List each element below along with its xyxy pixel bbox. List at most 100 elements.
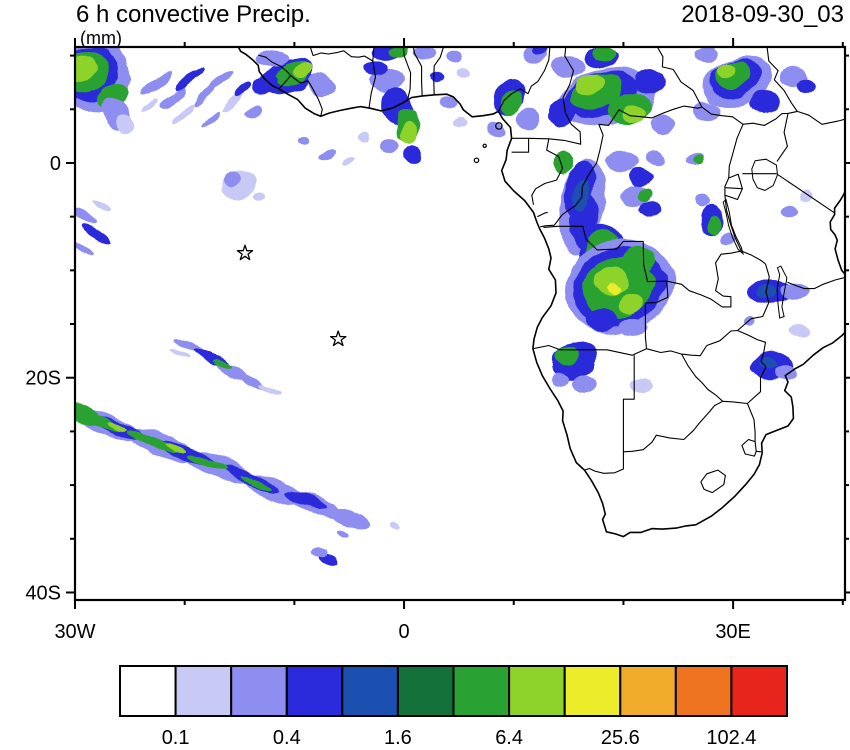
precip-cell: [392, 47, 410, 57]
precip-cell: [186, 453, 228, 472]
precip-cell: [444, 49, 463, 62]
country-border: [681, 353, 724, 402]
map-frame: [73, 45, 847, 602]
colorbar-label: 0.4: [273, 727, 301, 749]
country-border: [531, 138, 564, 205]
lake-outline: [722, 198, 744, 256]
colorbar-box: [674, 665, 733, 717]
precip-cell: [282, 490, 328, 511]
country-border: [258, 54, 323, 117]
country-border: [309, 47, 314, 56]
x-axis-label: 30W: [54, 621, 95, 643]
country-border: [644, 281, 682, 355]
precip-cell: [621, 294, 644, 312]
lake-outline: [751, 158, 779, 191]
star-marker: [236, 244, 254, 261]
precip-cell: [501, 91, 522, 115]
precip-cell: [628, 378, 651, 394]
x-axis-label: 0: [398, 621, 409, 643]
country-border: [433, 47, 445, 95]
colorbar-box: [730, 665, 789, 717]
x-axis-label: 30E: [715, 621, 751, 643]
precip-cell: [796, 79, 815, 95]
country-border: [537, 211, 548, 218]
precip-cell: [634, 68, 668, 95]
precip-cell: [757, 285, 780, 301]
precip-cell: [609, 284, 623, 296]
precip-cell: [314, 549, 328, 559]
precip-cell: [240, 475, 270, 489]
precip-cell: [551, 371, 569, 387]
precip-cell: [359, 134, 371, 143]
axis-ticks: [66, 38, 850, 609]
precip-cell: [142, 98, 160, 114]
precip-cell: [439, 96, 457, 110]
precip-cell: [750, 91, 782, 115]
precip-cell: [782, 204, 801, 218]
colorbar-label: 25.6: [601, 727, 640, 749]
country-border: [797, 110, 845, 125]
precip-cell: [129, 431, 175, 451]
precip-cell: [176, 67, 206, 89]
precip-cell: [798, 190, 813, 202]
colorbar: 0.1 0.4 1.6 6.4 25.6 102.4: [119, 665, 789, 749]
colorbar-label: 1.6: [384, 727, 412, 749]
country-border: [741, 438, 757, 457]
colorbar-box: [285, 665, 344, 717]
precip-cell: [319, 555, 337, 568]
colorbar-box: [508, 665, 566, 717]
precip-cell: [75, 243, 92, 257]
country-border: [746, 403, 756, 442]
precip-cell: [646, 149, 667, 164]
datetime-label: 2018-09-30_03: [681, 1, 844, 28]
country-border: [725, 187, 743, 190]
precip-cell: [781, 282, 808, 300]
country-border: [766, 47, 798, 112]
country-border: [623, 400, 723, 453]
country-border: [312, 50, 374, 62]
precip-cell: [222, 93, 244, 112]
country-border: [279, 75, 291, 89]
lake-outline: [776, 265, 788, 319]
precip-cell: [202, 110, 220, 128]
country-border: [776, 113, 789, 162]
units-label: (mm): [80, 28, 122, 48]
colorbar-box: [396, 665, 455, 717]
plot-title: 6 h convective Precip.: [76, 1, 311, 28]
country-border: [584, 355, 635, 474]
precip-cell: [638, 189, 653, 201]
country-border: [737, 263, 770, 331]
precip-cell: [695, 156, 707, 166]
colorbar-box: [563, 665, 622, 717]
precip-cell: [621, 316, 648, 336]
precip-cell: [628, 169, 651, 187]
colorbar-label: 102.4: [706, 727, 756, 749]
country-border: [787, 276, 845, 290]
country-border: [497, 47, 551, 112]
country-border: [402, 47, 412, 101]
precip-cell: [706, 215, 721, 237]
country-border: [756, 450, 762, 453]
colorbar-box: [230, 665, 288, 717]
precip-cell: [210, 72, 234, 91]
precip-cell: [383, 137, 401, 155]
precip-cell: [519, 108, 542, 130]
colorbar-box: [452, 665, 511, 717]
precip-cell: [571, 374, 599, 394]
y-axis-label: 0: [50, 153, 61, 175]
precip-cell: [160, 86, 187, 109]
precip-cell: [340, 155, 356, 165]
precip-cell: [638, 200, 659, 216]
precip-cell: [791, 324, 809, 337]
country-border: [722, 400, 748, 405]
precip-cell: [212, 358, 232, 369]
precip-cell: [557, 347, 580, 365]
precip-cell: [223, 173, 243, 188]
island-outline: [495, 122, 503, 130]
precip-cell: [114, 113, 137, 135]
precip-cell: [163, 442, 185, 453]
precip-cell: [234, 83, 254, 99]
precip-cell: [293, 62, 315, 79]
